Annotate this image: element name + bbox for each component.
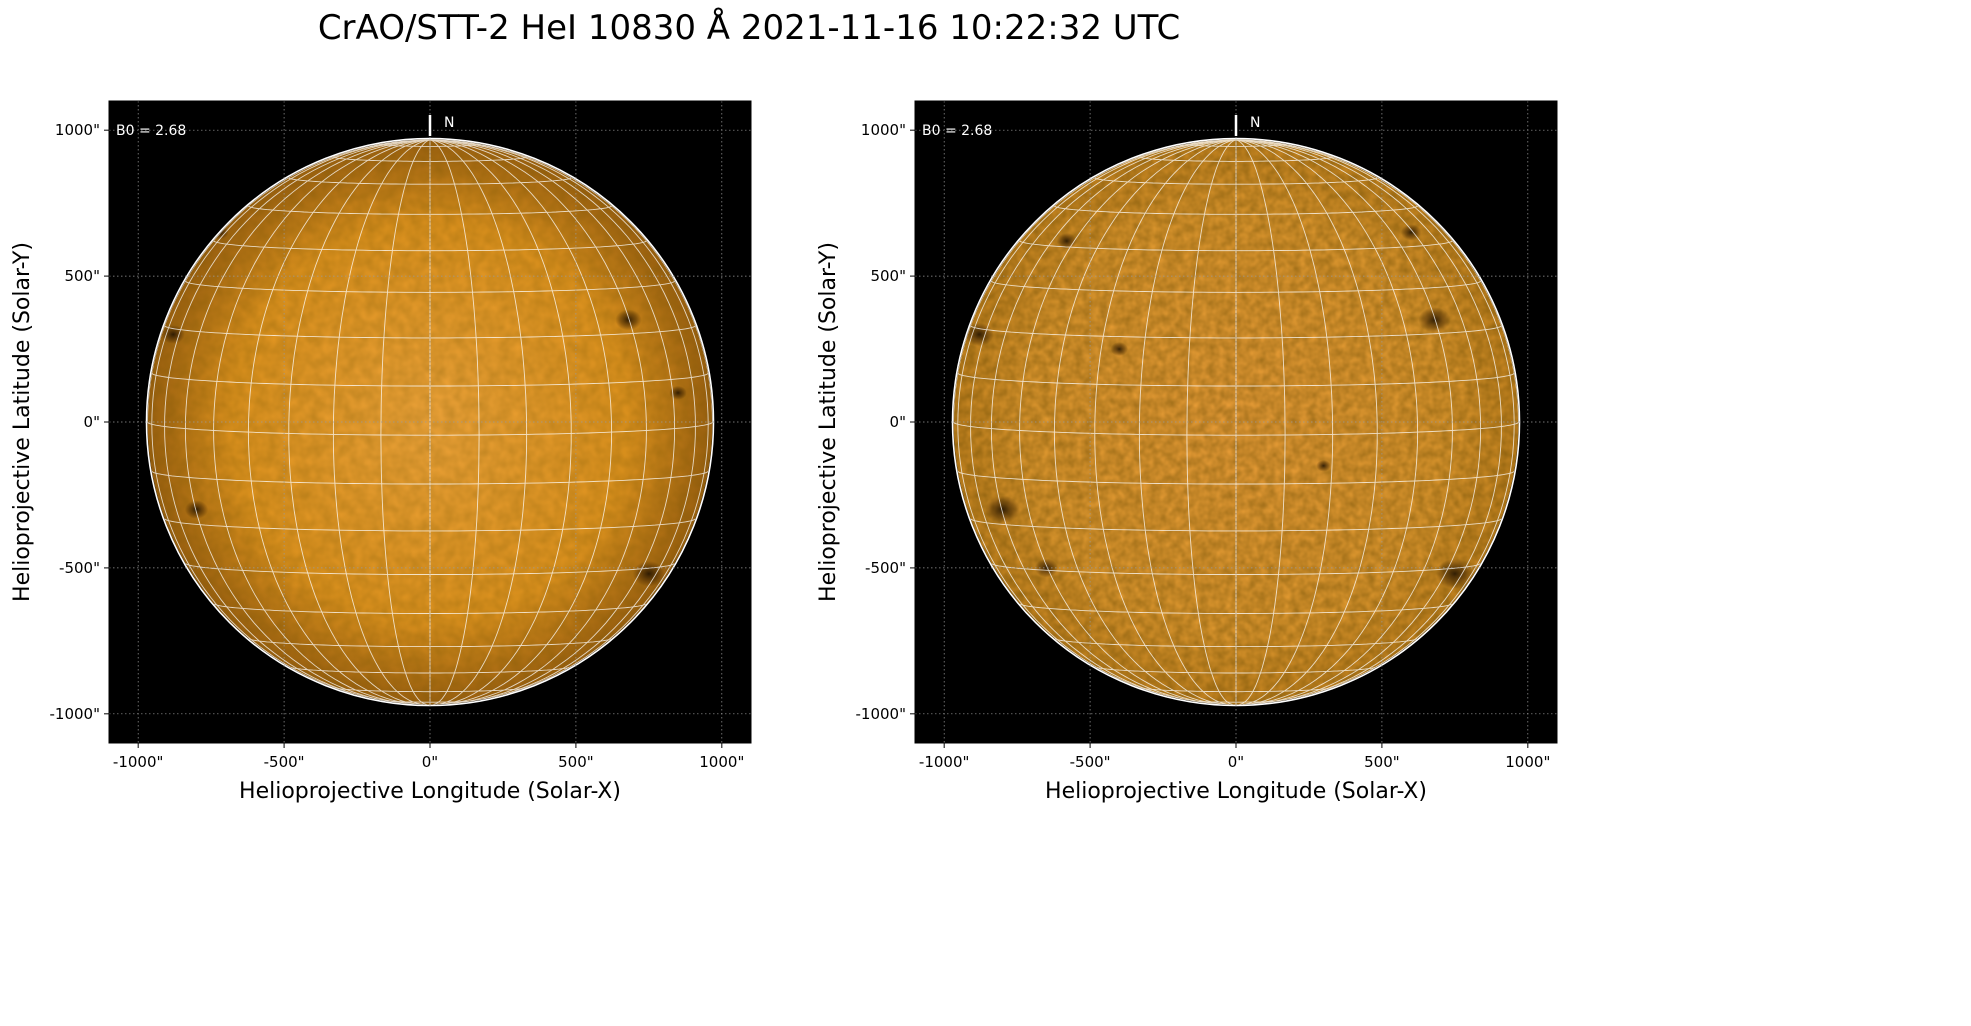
y-tick-label: 1000" xyxy=(861,121,906,139)
longitude-line xyxy=(429,139,676,704)
y-tick-label: -1000" xyxy=(50,705,101,723)
dark-feature xyxy=(1110,342,1129,357)
heliographic-grid xyxy=(147,139,713,705)
longitude-line xyxy=(429,139,696,703)
longitude-line xyxy=(1235,139,1515,695)
longitude-line xyxy=(990,139,1237,704)
longitude-line xyxy=(1138,139,1237,705)
x-tick-label: 1000" xyxy=(1505,753,1550,771)
y-tick-label: 1000" xyxy=(55,121,100,139)
figure-canvas: -1000" -500" 0" 500" 1000" -1000" -500" 0" 500" 1… xyxy=(10,100,1558,804)
b0-annotation: B0 = 2.68 xyxy=(116,123,186,139)
north-label: N xyxy=(444,115,454,131)
chart-panel-1: -1000" -500" 0" 500" 1000" -1000" -500" 0" 500" 1… xyxy=(10,100,752,804)
longitude-line xyxy=(151,139,431,695)
figure-title: CrAO/STT-2 HeI 10830 Å 2021-11-16 10:22:… xyxy=(317,8,1181,48)
y-axis-label: Helioprojective Latitude (Solar-Y) xyxy=(816,242,841,602)
north-label: N xyxy=(1250,115,1260,131)
dark-feature xyxy=(1316,459,1331,472)
longitude-line xyxy=(1019,139,1237,704)
dark-feature xyxy=(985,495,1021,524)
longitude-line xyxy=(1235,139,1334,705)
dark-feature xyxy=(1435,558,1474,589)
longitude-line xyxy=(1235,139,1286,705)
longitude-line xyxy=(1235,139,1419,705)
y-tick-label: -1000" xyxy=(856,705,907,723)
dark-feature xyxy=(669,385,687,400)
longitude-line xyxy=(213,139,431,704)
y-tick-label: 0" xyxy=(890,413,906,431)
longitude-line xyxy=(1235,139,1453,704)
longitude-line xyxy=(953,139,1237,423)
x-tick-label: 0" xyxy=(1228,753,1244,771)
longitude-line xyxy=(957,139,1237,695)
x-axis-label: Helioprojective Longitude (Solar-X) xyxy=(239,779,621,804)
longitude-line xyxy=(332,139,431,705)
longitude-line xyxy=(429,139,713,423)
x-tick-label: -1000" xyxy=(919,753,970,771)
longitude-line xyxy=(429,139,613,705)
dark-feature xyxy=(1034,558,1058,578)
x-tick-label: -1000" xyxy=(113,753,164,771)
x-tick-label: -500" xyxy=(1070,753,1111,771)
x-tick-label: 0" xyxy=(422,753,438,771)
y-tick-label: 0" xyxy=(84,413,100,431)
longitude-line xyxy=(1235,139,1519,423)
longitude-line xyxy=(1235,139,1482,704)
x-tick-label: -500" xyxy=(264,753,305,771)
y-tick-label: 500" xyxy=(64,267,100,285)
longitude-line xyxy=(429,139,528,705)
x-tick-label: 1000" xyxy=(699,753,744,771)
longitude-line xyxy=(1053,139,1237,705)
longitude-line xyxy=(429,139,647,704)
dark-feature xyxy=(1418,307,1451,333)
longitude-line xyxy=(184,139,431,704)
longitude-line xyxy=(164,139,431,703)
longitude-line xyxy=(288,139,431,705)
longitude-line xyxy=(1235,139,1378,705)
longitude-line xyxy=(429,139,709,695)
x-tick-label: 500" xyxy=(1364,753,1400,771)
longitude-line xyxy=(247,139,431,705)
longitude-line xyxy=(429,139,480,705)
dark-feature xyxy=(184,500,209,519)
longitude-line xyxy=(429,139,572,705)
x-axis-label: Helioprojective Longitude (Solar-X) xyxy=(1045,779,1427,804)
x-tick-label: 500" xyxy=(558,753,594,771)
longitude-line xyxy=(147,139,431,423)
longitude-line xyxy=(1235,139,1502,703)
y-tick-label: 500" xyxy=(870,267,906,285)
longitude-line xyxy=(380,139,431,705)
y-tick-label: -500" xyxy=(865,559,906,577)
longitude-line xyxy=(1186,139,1237,705)
y-tick-label: -500" xyxy=(59,559,100,577)
dark-feature xyxy=(964,322,994,347)
y-axis-label: Helioprojective Latitude (Solar-Y) xyxy=(10,242,35,602)
chart-panel-2: -1000" -500" 0" 500" 1000" -1000" -500" 0" 500" 1… xyxy=(816,100,1558,804)
b0-annotation: B0 = 2.68 xyxy=(922,123,992,139)
dark-feature xyxy=(615,309,642,331)
longitude-line xyxy=(1094,139,1237,705)
longitude-line xyxy=(970,139,1237,703)
